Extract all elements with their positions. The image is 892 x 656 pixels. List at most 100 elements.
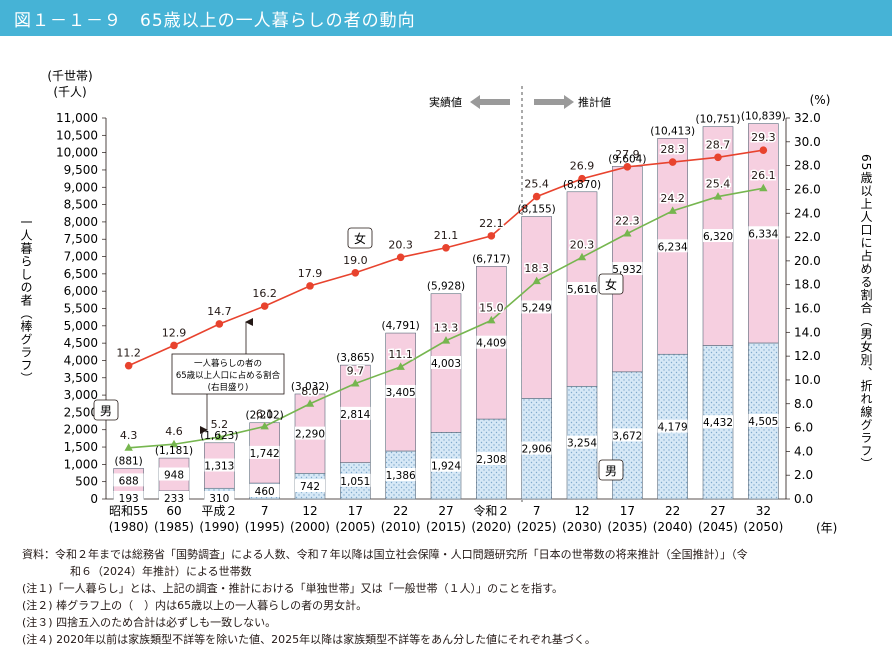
line-female-value: 26.9: [570, 160, 595, 173]
y-left-tick-label: 7,500: [64, 232, 98, 246]
line-female-value: 22.1: [479, 217, 504, 230]
bar-total-label: (8,155): [518, 204, 556, 216]
bar-female-value: 3,405: [386, 387, 416, 399]
line-male-point: [487, 315, 496, 324]
y-right-axis-label: 65歳以上人口に占める割合（男女別、折れ線グラフ）: [859, 154, 873, 470]
legend-male-line-box: [93, 399, 119, 421]
x-category-year: (2000): [290, 520, 330, 534]
y-left-tick-label: 8,500: [64, 198, 98, 212]
axis-layer: (千世帯) (千人) (%) 一人暮らしの者（棒グラフ） 65歳以上人口に占める…: [19, 69, 873, 535]
y-right-tick-label: 6.0: [794, 421, 813, 435]
bar-male-value-bg: [703, 415, 733, 429]
bar-total-label: (5,928): [427, 281, 465, 293]
line-male-value: 22.3: [615, 214, 640, 227]
x-category-year: (2040): [653, 520, 693, 534]
x-category-label: 27: [710, 504, 725, 518]
x-category-label: 昭和55: [109, 504, 148, 518]
line-male-point: [215, 432, 224, 441]
line-female-point: [351, 268, 360, 277]
bar-total-label: (10,751): [696, 114, 741, 126]
line-male-value: 20.3: [570, 238, 595, 251]
label-layer: 昭和55 (1980) 60 (1985) 平成２ (1990) 7 (1995) 12 (200…: [109, 111, 786, 534]
bar-female-value: 688: [119, 475, 139, 487]
line-male-value: 18.3: [524, 262, 549, 275]
bar-female-value: 4,409: [476, 338, 506, 350]
projected-label: 推計値: [578, 95, 611, 109]
actual-label: 実績値: [429, 95, 462, 109]
x-category-year: (2035): [607, 520, 647, 534]
y-right-tick-label: 32.0: [794, 111, 821, 125]
y-right-tick-label: 20.0: [794, 254, 821, 268]
y-left-tick-label: 500: [75, 475, 98, 489]
x-category-label: 7: [261, 504, 269, 518]
y-right-unit: (%): [810, 93, 831, 107]
y-left-tick-label: 2,500: [64, 405, 98, 419]
y-left-tick-label: 6,000: [64, 284, 98, 298]
bar-total-label: (6,717): [472, 253, 510, 265]
bar-male-value: 310: [209, 493, 229, 505]
line-male-point: [441, 336, 451, 344]
bar-male-value: 3,672: [612, 430, 642, 442]
bar-female-value-bg: [385, 385, 416, 399]
line-male-point: [577, 252, 587, 261]
y-right-tick-label: 24.0: [794, 206, 821, 220]
line-male-value: 4.6: [165, 425, 183, 438]
line-male-point: [396, 362, 405, 370]
x-category-label: 12: [302, 504, 317, 518]
bar-male-value-bg: [612, 428, 643, 442]
y-right-tick-label: 0.0: [794, 492, 813, 506]
household-chart: 0 500 1,000 1,500 2,000 2,500 3,000 3,500 4,000 4…: [19, 69, 873, 535]
y-right-tick-label: 12.0: [794, 349, 821, 363]
bar-female-value: 6,334: [748, 228, 778, 240]
line-female-point: [260, 302, 269, 310]
line-female-value: 17.9: [298, 267, 323, 280]
x-category-label: 32: [756, 504, 771, 518]
bar-male-value: 233: [164, 493, 184, 505]
callout-layer: 一人暮らしの者の 65歳以上人口に占める割合 (右目盛り) 女 男 女 男: [93, 227, 624, 481]
line-female-value: 28.3: [660, 143, 685, 156]
bar-male-value: 1,924: [431, 461, 461, 473]
bar-female-value: 5,249: [522, 302, 552, 314]
y-left-unit-persons: (千人): [53, 85, 86, 99]
y-left-tick-label: 10,500: [56, 128, 98, 142]
x-category-year: (2050): [743, 520, 783, 534]
x-category-label: 17: [620, 504, 635, 518]
bar-female-value-bg: [159, 467, 189, 481]
bar-male-value: 4,432: [703, 417, 733, 429]
bar-male-value: 1,051: [340, 476, 370, 488]
legend-female-line-label: 女: [354, 231, 366, 246]
line-female-point: [124, 361, 133, 370]
line-male-value: 11.1: [388, 348, 413, 361]
bar-male-value: 4,179: [658, 422, 688, 434]
bar-male-value-bg: [385, 467, 416, 481]
y-left-tick-label: 11,000: [56, 111, 98, 125]
bar-male-value: 3,254: [567, 438, 597, 450]
line-female-value: 21.1: [434, 229, 459, 242]
annotation-line-3: (右目盛り): [208, 382, 249, 393]
bar-female-value: 4,003: [431, 358, 461, 370]
line-male-point: [124, 443, 133, 451]
bar-male-value: 1,386: [386, 470, 416, 482]
x-category-year: (1980): [109, 520, 149, 534]
y-left-tick-label: 9,500: [64, 163, 98, 177]
x-category-label: 平成２: [201, 504, 237, 518]
bar-total-label: (2,202): [246, 410, 284, 422]
bar-male-value: 2,308: [476, 454, 506, 466]
bar-total-label: (1,181): [155, 445, 193, 457]
line-male-point: [305, 399, 315, 407]
y-right-tick-label: 26.0: [794, 182, 821, 196]
actual-arrow-icon: [470, 95, 510, 109]
bar-male-value: 193: [119, 493, 139, 505]
bar-female-value-bg: [567, 282, 597, 296]
y-left-tick-label: 4,000: [64, 353, 98, 367]
x-category-year: (2010): [381, 520, 421, 534]
y-left-tick-label: 3,500: [64, 371, 98, 385]
grid-layer: 0 500 1,000 1,500 2,000 2,500 3,000 3,500 4,000 4…: [56, 111, 821, 506]
line-female-value: 28.7: [706, 138, 731, 151]
bar-total-label: (10,839): [741, 111, 786, 123]
line-female-value: 11.2: [116, 347, 141, 360]
projected-arrow-icon: [534, 95, 574, 109]
x-category-year: (1985): [154, 520, 194, 534]
line-male-point: [260, 421, 269, 430]
line-male-point: [668, 206, 677, 214]
